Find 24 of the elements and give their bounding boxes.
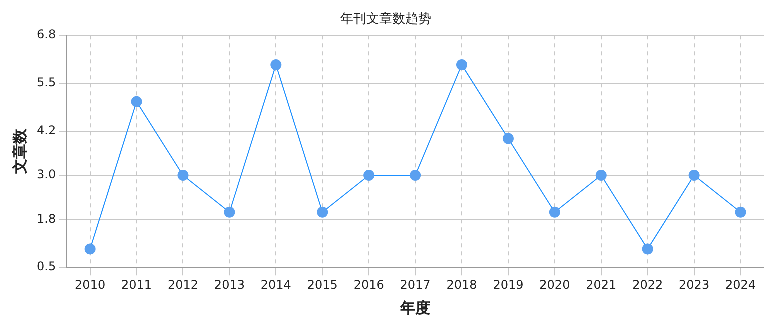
y-tick-label: 6.8 [36, 28, 56, 42]
x-tick-label: 2010 [75, 278, 106, 292]
x-tick-label: 2024 [725, 278, 756, 292]
x-tick-label: 2013 [214, 278, 245, 292]
x-tick-label: 2020 [540, 278, 570, 292]
x-tick-label: 2014 [260, 278, 292, 292]
x-tick-label: 2018 [446, 278, 478, 292]
x-tick-label: 2019 [493, 278, 524, 292]
y-tick-label: 5.5 [36, 76, 56, 90]
y-tick-label: 0.5 [36, 260, 56, 274]
x-tick-label: 2023 [679, 278, 710, 292]
x-tick-label: 2022 [632, 278, 664, 292]
x-tick-label: 2016 [354, 278, 384, 292]
x-tick-label: 2015 [307, 278, 338, 292]
x-tick-label: 2012 [168, 278, 199, 292]
x-axis-title: 年度 [400, 298, 431, 317]
y-axis-title: 文章数 [10, 128, 29, 176]
y-tick-label: 3.0 [36, 168, 56, 182]
chart-title: 年刊文章数趋势 [340, 12, 432, 28]
x-tick-label: 2017 [400, 278, 431, 292]
x-tick-label: 2021 [586, 278, 617, 292]
y-tick-label: 4.2 [36, 123, 56, 138]
y-tick-label: 1.8 [36, 212, 56, 226]
x-tick-label: 2011 [122, 278, 152, 292]
